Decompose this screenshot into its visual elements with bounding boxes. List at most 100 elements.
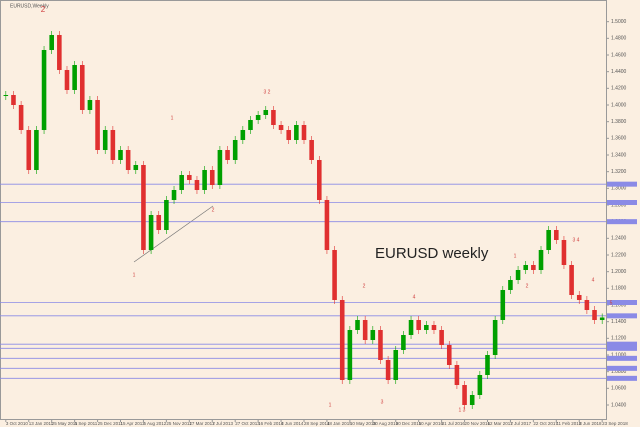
- candle: [515, 270, 521, 280]
- candle: [492, 320, 498, 355]
- y-tick-label: 1.4200: [611, 86, 627, 92]
- candle: [110, 130, 116, 160]
- candle: [332, 250, 337, 300]
- candle: [347, 330, 353, 380]
- wave-label: 2: [526, 283, 529, 289]
- candle: [523, 265, 529, 270]
- candle: [248, 120, 253, 130]
- wave-label: 3 2: [264, 89, 271, 95]
- candle: [408, 320, 414, 335]
- y-tick-label: 1.1800: [611, 286, 627, 292]
- x-tick-label: 10 Apr 2016: [419, 421, 444, 426]
- candle: [439, 330, 444, 345]
- level-marker: [607, 300, 637, 305]
- x-tick-label: 12 Mar 2017: [487, 421, 513, 426]
- x-tick-label: 2 Jul 2017: [510, 421, 531, 426]
- y-tick-label: 1.1200: [611, 336, 627, 342]
- y-tick-label: 1.4800: [611, 36, 627, 42]
- wave-label: 4: [592, 277, 595, 283]
- candle: [462, 385, 467, 405]
- level-marker: [607, 375, 637, 381]
- x-tick-label: 15 Apr 2012: [121, 421, 146, 426]
- candle: [41, 50, 47, 130]
- candle: [255, 115, 261, 120]
- y-tick-label: 1.3200: [611, 169, 627, 175]
- x-tick-label: 25 Dec 2011: [98, 421, 124, 426]
- x-tick-label: 11 Feb 2018: [556, 421, 581, 426]
- candle: [164, 200, 169, 230]
- x-tick-label: 22 Oct 2017: [533, 421, 558, 426]
- candle: [355, 320, 360, 330]
- x-tick-label: 16 Feb 2014: [258, 421, 284, 426]
- y-tick-label: 1.3600: [611, 136, 627, 142]
- candle: [401, 335, 406, 350]
- y-tick-label: 1.2200: [611, 252, 627, 258]
- y-tick-label: 1.2400: [611, 236, 627, 242]
- candle: [301, 125, 307, 140]
- y-tick-label: 1.5000: [611, 19, 627, 25]
- y-tick-label: 1.4400: [611, 69, 627, 75]
- candle: [72, 65, 77, 90]
- wave-label: 2: [363, 283, 366, 289]
- candle: [561, 240, 567, 265]
- candle: [454, 365, 460, 385]
- y-tick-label: 1.0600: [611, 386, 627, 392]
- wave-label: 5: [610, 300, 613, 306]
- x-tick-label: 3 Jun 2018: [579, 421, 602, 426]
- candle: [240, 130, 246, 140]
- candle: [3, 95, 9, 96]
- candle: [286, 130, 292, 140]
- candle: [125, 150, 131, 170]
- y-tick-label: 1.1600: [611, 302, 627, 308]
- candle: [370, 330, 376, 340]
- x-tick-label: 17 Mar 2013: [189, 421, 215, 426]
- y-tick-label: 1.1000: [611, 352, 627, 358]
- candle: [187, 175, 192, 180]
- candle: [446, 345, 452, 365]
- candle: [156, 215, 162, 230]
- y-tick-label: 1.3800: [611, 119, 627, 125]
- level-marker: [607, 181, 637, 187]
- level-marker: [607, 355, 637, 361]
- x-tick-label: 20 Nov 2016: [465, 421, 491, 426]
- candle: [477, 375, 483, 395]
- candle: [278, 125, 284, 130]
- candle: [11, 95, 16, 105]
- candle: [592, 310, 597, 320]
- candle: [102, 130, 108, 150]
- candle: [179, 175, 184, 190]
- wave-label: 2: [41, 5, 46, 14]
- candle: [79, 65, 85, 110]
- level-marker: [607, 313, 637, 319]
- candle: [431, 325, 437, 330]
- x-tick-label: 25 Nov 2012: [166, 421, 192, 426]
- candle: [148, 215, 154, 250]
- candle: [34, 130, 39, 170]
- wave-label: 1: [171, 115, 174, 121]
- candle: [217, 150, 223, 185]
- candle: [576, 295, 582, 300]
- x-tick-label: 5 Sep 2011: [75, 421, 98, 426]
- candle: [362, 320, 368, 340]
- candle: [546, 230, 551, 250]
- candle: [87, 100, 93, 110]
- candle: [424, 325, 429, 330]
- wave-label: 1: [133, 272, 136, 278]
- candle: [95, 100, 100, 150]
- x-tick-label: 30 Aug 2015: [373, 421, 399, 426]
- y-tick-label: 1.4000: [611, 102, 627, 108]
- candle: [263, 110, 269, 115]
- x-tick-label: 8 Jun 2014: [281, 421, 304, 426]
- candle: [378, 330, 383, 360]
- y-tick-label: 1.3000: [611, 186, 627, 192]
- x-tick-label: 5 Aug 2012: [143, 421, 166, 426]
- x-tick-label: 31 Jul 2016: [442, 421, 466, 426]
- level-marker: [607, 219, 637, 225]
- wave-label: 2: [212, 207, 215, 213]
- chart-title: EURUSD,Weekly: [10, 3, 49, 9]
- candle: [26, 130, 32, 170]
- candle: [202, 170, 207, 190]
- x-tick-label: 7 Jul 2013: [212, 421, 233, 426]
